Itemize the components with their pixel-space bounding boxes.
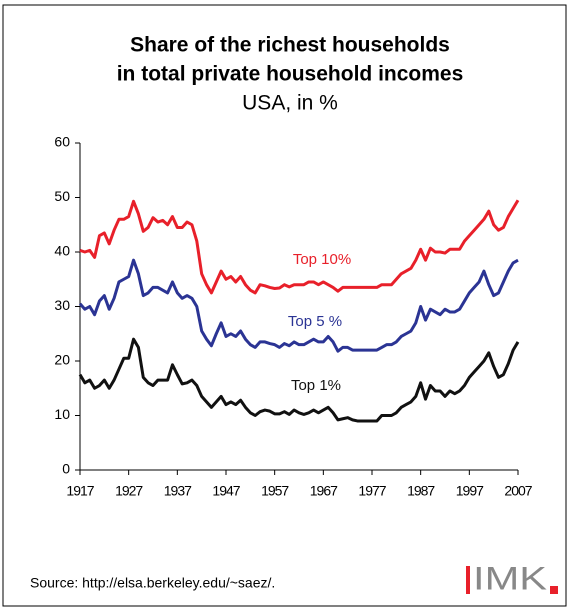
series-line	[78, 258, 519, 353]
y-tick-label: 40	[54, 243, 70, 259]
x-tick-label: 1987	[407, 483, 435, 499]
series-label: Top 10%	[293, 251, 351, 268]
x-tick-label: 1957	[261, 483, 289, 499]
x-tick-label: 1977	[358, 483, 386, 499]
x-tick-label: 1927	[115, 483, 143, 499]
y-tick-label: 50	[54, 188, 70, 204]
y-tick-label: 60	[54, 134, 70, 150]
logo-dot	[550, 586, 558, 594]
x-tick-label: 1967	[310, 483, 338, 499]
x-tick-label: 2007	[504, 483, 532, 499]
chart-subtitle: USA, in %	[242, 92, 338, 115]
y-tick-label: 0	[62, 461, 70, 477]
logo: IMK	[473, 560, 547, 596]
x-tick-label: 1947	[212, 483, 240, 499]
x-tick-label: 1937	[164, 483, 192, 499]
series-label: Top 1%	[291, 377, 341, 394]
x-tick-label: 1997	[456, 483, 484, 499]
chart-title: in total private household incomes	[117, 63, 464, 86]
chart-title: Share of the richest households	[130, 34, 450, 57]
y-tick-label: 20	[54, 352, 70, 368]
y-tick-label: 10	[54, 406, 70, 422]
series-line	[79, 199, 520, 295]
source: Source: http://elsa.berkeley.edu/~saez/.	[30, 575, 275, 591]
y-tick-label: 30	[54, 297, 70, 313]
x-tick-label: 1917	[66, 483, 94, 499]
logo-bar	[466, 566, 470, 594]
series-label: Top 5 %	[288, 313, 342, 330]
series-line	[78, 337, 520, 423]
